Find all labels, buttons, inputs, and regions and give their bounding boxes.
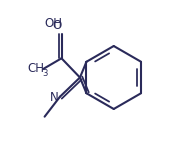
Text: CH: CH [27, 62, 44, 75]
Text: O: O [52, 19, 62, 32]
Text: N: N [49, 91, 58, 104]
Text: OH: OH [44, 17, 62, 30]
Text: 3: 3 [43, 69, 48, 78]
